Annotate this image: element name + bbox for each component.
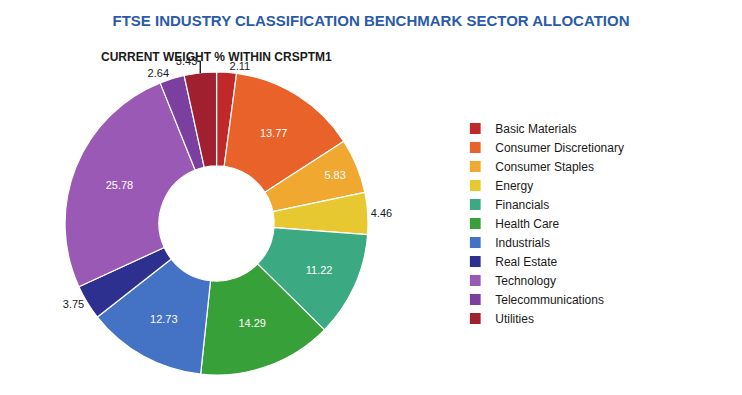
svg-text:Basic Materials: Basic Materials [495,122,576,136]
svg-text:5.83: 5.83 [324,169,345,181]
svg-text:CURRENT WEIGHT % WITHIN CRSPTM: CURRENT WEIGHT % WITHIN CRSPTM1 [101,50,332,64]
svg-text:11.22: 11.22 [306,264,333,276]
svg-text:Financials: Financials [495,198,549,212]
svg-text:Consumer Discretionary: Consumer Discretionary [495,141,624,155]
svg-text:2.64: 2.64 [148,67,169,79]
svg-text:12.73: 12.73 [150,313,178,325]
svg-text:14.29: 14.29 [238,317,266,329]
svg-text:4.46: 4.46 [371,207,392,219]
svg-text:Telecommunications: Telecommunications [495,293,604,307]
svg-text:3.75: 3.75 [63,298,84,310]
svg-text:Real Estate: Real Estate [495,255,557,269]
svg-text:Technology: Technology [495,274,556,288]
svg-text:25.78: 25.78 [106,179,134,191]
svg-text:2.11: 2.11 [230,60,251,72]
svg-text:FTSE INDUSTRY CLASSIFICATION B: FTSE INDUSTRY CLASSIFICATION BENCHMARK S… [113,12,630,29]
svg-text:Health Care: Health Care [495,217,559,231]
svg-text:13.77: 13.77 [260,127,288,139]
svg-text:Industrials: Industrials [495,236,550,250]
svg-text:3.43: 3.43 [176,55,197,67]
svg-text:Energy: Energy [495,179,533,193]
svg-text:Consumer Staples: Consumer Staples [495,160,594,174]
svg-text:Utilities: Utilities [495,312,534,326]
